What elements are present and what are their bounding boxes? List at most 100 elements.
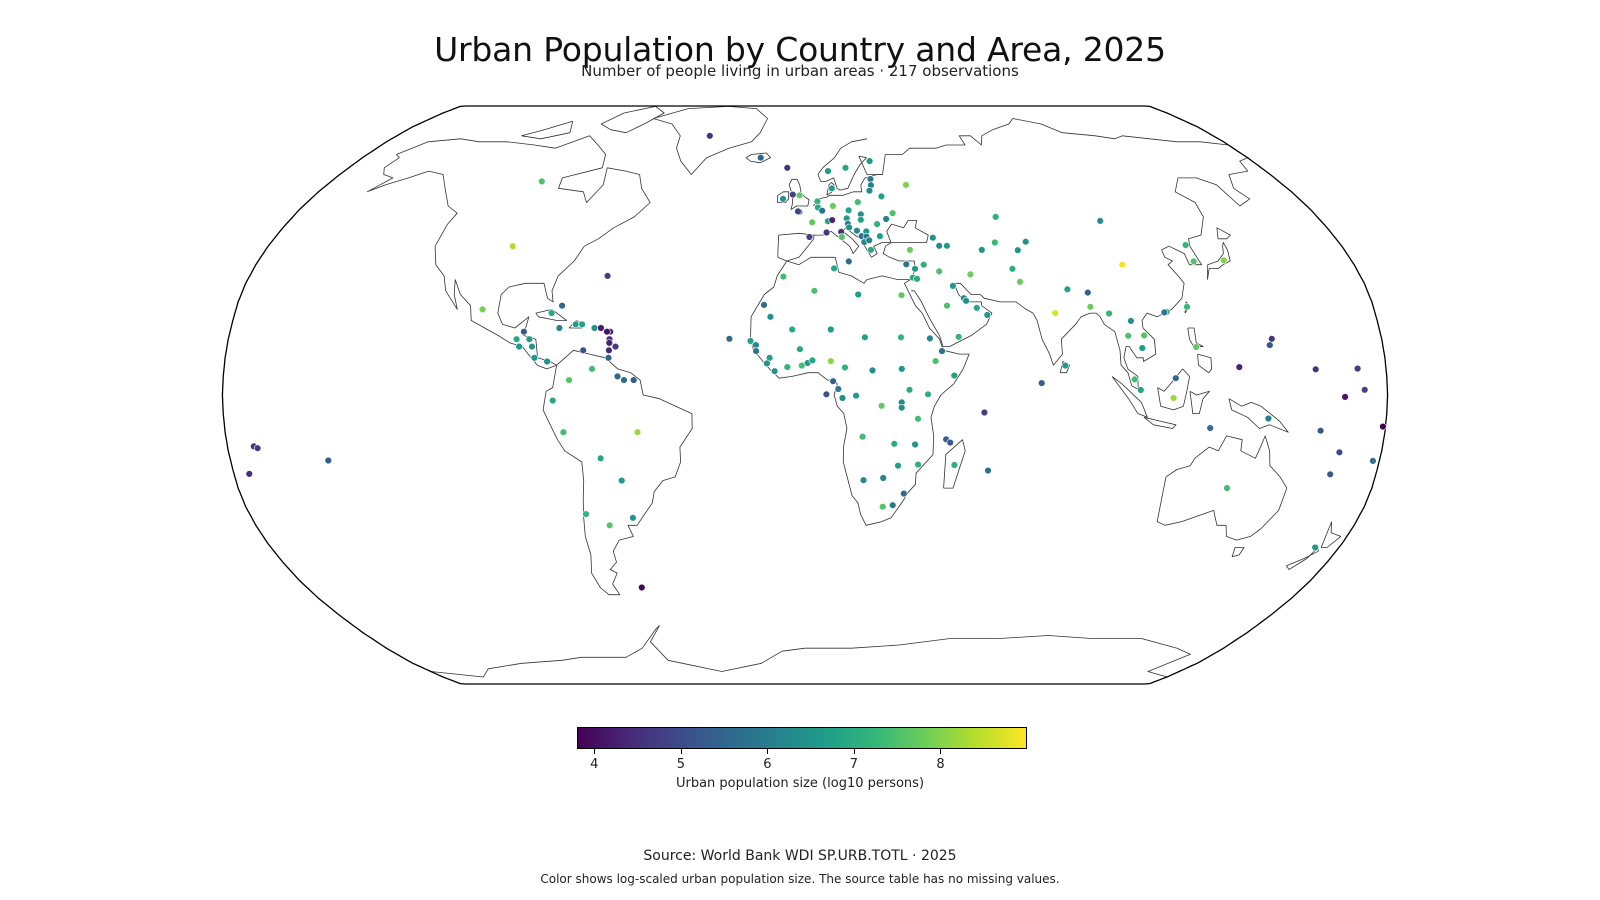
data-point bbox=[1379, 422, 1387, 431]
data-point bbox=[1140, 331, 1148, 340]
data-point bbox=[938, 347, 946, 355]
data-point bbox=[756, 154, 765, 162]
land-outline bbox=[1231, 547, 1245, 558]
data-point bbox=[950, 461, 959, 469]
colorbar-tick-label: 7 bbox=[849, 757, 859, 772]
land-outline bbox=[1320, 521, 1342, 548]
data-point bbox=[865, 187, 874, 195]
chart-subtitle: Number of people living in urban areas ·… bbox=[581, 62, 1019, 80]
data-point bbox=[596, 454, 605, 462]
data-point bbox=[818, 207, 826, 215]
data-point bbox=[1021, 238, 1030, 246]
data-point bbox=[633, 428, 642, 436]
land-outline bbox=[817, 138, 883, 191]
data-point bbox=[779, 195, 787, 203]
data-point bbox=[882, 215, 890, 223]
colorbar-tick bbox=[940, 749, 942, 754]
data-point bbox=[827, 325, 835, 334]
data-point bbox=[796, 345, 804, 353]
data-point bbox=[890, 440, 898, 448]
data-point bbox=[1061, 361, 1070, 370]
data-point bbox=[984, 466, 992, 475]
data-point bbox=[919, 261, 928, 269]
data-point bbox=[865, 157, 874, 165]
land-outline bbox=[542, 349, 693, 596]
data-point bbox=[943, 242, 951, 250]
data-point bbox=[547, 309, 556, 317]
data-point bbox=[565, 376, 573, 384]
data-point bbox=[558, 302, 566, 310]
data-point bbox=[830, 264, 838, 273]
data-point bbox=[877, 402, 886, 410]
land-outline bbox=[1285, 547, 1319, 570]
data-point bbox=[1206, 424, 1214, 432]
colorbar-tick-label: 5 bbox=[676, 757, 685, 772]
colorbar-tick-label: 6 bbox=[763, 757, 772, 772]
data-point bbox=[1235, 363, 1244, 371]
data-point bbox=[829, 202, 837, 210]
data-point bbox=[897, 404, 906, 412]
data-point bbox=[515, 342, 523, 351]
data-point bbox=[245, 470, 254, 478]
data-point bbox=[555, 324, 564, 332]
data-point bbox=[824, 167, 832, 175]
data-point bbox=[894, 462, 902, 470]
data-point bbox=[914, 460, 922, 469]
data-point bbox=[590, 324, 599, 332]
colorbar-tick bbox=[767, 749, 769, 754]
data-point bbox=[841, 363, 849, 372]
data-point bbox=[1037, 379, 1046, 387]
data-point bbox=[509, 242, 517, 250]
data-point bbox=[1105, 309, 1113, 318]
source-note: Source: World Bank WDI SP.URB.TOTL · 202… bbox=[643, 848, 957, 864]
data-point bbox=[897, 333, 905, 341]
land-outline bbox=[521, 120, 574, 140]
data-point bbox=[980, 408, 989, 417]
data-point bbox=[877, 192, 886, 201]
data-point bbox=[829, 377, 837, 385]
data-point bbox=[902, 181, 910, 189]
data-point bbox=[924, 390, 932, 398]
data-point bbox=[906, 246, 914, 254]
data-point bbox=[902, 260, 910, 268]
data-point bbox=[859, 476, 868, 484]
data-point bbox=[620, 376, 628, 384]
data-point bbox=[1326, 470, 1334, 478]
data-point bbox=[1311, 543, 1319, 552]
land-outline bbox=[1111, 376, 1148, 418]
data-point bbox=[946, 438, 954, 447]
colorbar-ticks: 4 5 6 7 8 bbox=[577, 749, 1027, 779]
data-point bbox=[834, 385, 842, 393]
data-point bbox=[879, 474, 887, 482]
data-point bbox=[900, 489, 908, 498]
data-point bbox=[638, 583, 646, 592]
data-point bbox=[828, 216, 836, 224]
data-point bbox=[1183, 303, 1191, 311]
data-point bbox=[1266, 341, 1274, 349]
data-point bbox=[1369, 457, 1377, 465]
land-outline bbox=[653, 106, 768, 175]
data-point bbox=[935, 267, 943, 276]
data-point bbox=[931, 357, 940, 365]
land-outline bbox=[750, 256, 970, 526]
data-point bbox=[861, 333, 869, 341]
data-point bbox=[897, 291, 906, 299]
data-point bbox=[929, 234, 937, 242]
data-point bbox=[865, 236, 873, 245]
data-point bbox=[629, 376, 638, 384]
data-point bbox=[770, 367, 779, 375]
land-outline bbox=[1197, 353, 1213, 374]
data-point bbox=[763, 359, 771, 368]
data-point bbox=[1124, 332, 1132, 340]
data-point bbox=[597, 324, 605, 332]
land-outline bbox=[366, 135, 651, 370]
data-point bbox=[827, 357, 835, 365]
data-point bbox=[1096, 217, 1104, 225]
data-point bbox=[1169, 394, 1178, 402]
data-point bbox=[978, 246, 986, 254]
data-point bbox=[854, 290, 862, 299]
data-point bbox=[868, 366, 877, 375]
data-point bbox=[1016, 278, 1024, 286]
data-point bbox=[805, 233, 814, 241]
data-point bbox=[1335, 448, 1344, 456]
